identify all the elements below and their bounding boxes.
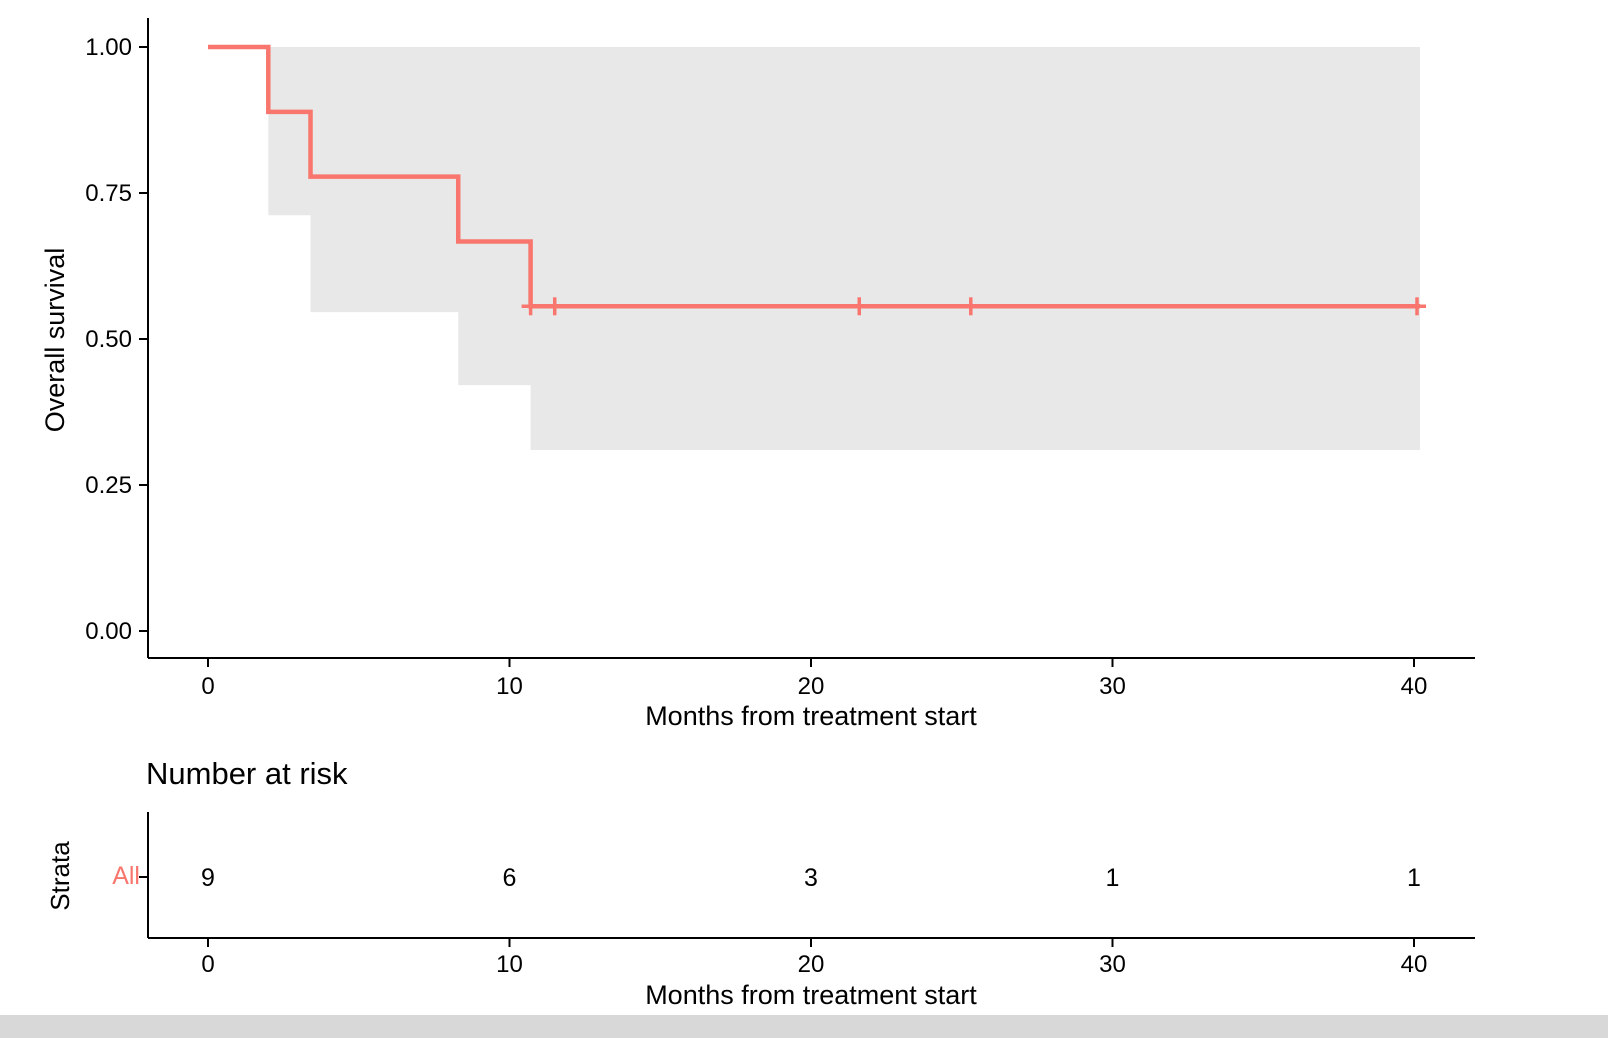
- window-bottom-edge: [0, 1015, 1608, 1038]
- x-tick-label: 0: [201, 673, 214, 700]
- km-step-line: [208, 44, 1421, 309]
- risk-x-tick-label: 10: [496, 951, 523, 978]
- risk-count: 1: [1106, 864, 1120, 892]
- y-tick-label: 0.25: [85, 472, 132, 499]
- risk-x-tick-label: 40: [1401, 951, 1428, 978]
- x-tick-label: 30: [1099, 673, 1126, 700]
- y-tick-label: 0.50: [85, 326, 132, 353]
- risk-table-title: Number at risk: [146, 756, 348, 791]
- risk-x-tick-label: 20: [798, 951, 825, 978]
- risk-count: 6: [503, 864, 517, 892]
- strata-label-all: All: [112, 862, 140, 890]
- x-tick-label: 20: [798, 673, 825, 700]
- risk-count: 1: [1407, 864, 1421, 892]
- confidence-band: [268, 47, 1421, 450]
- y-axis-title: Overall survival: [40, 247, 70, 433]
- y-tick-label: 1.00: [85, 34, 132, 61]
- x-tick-label: 10: [496, 673, 523, 700]
- risk-x-tick-label: 30: [1099, 951, 1126, 978]
- y-tick-label: 0.75: [85, 180, 132, 207]
- risk-count: 9: [201, 864, 215, 892]
- risk-x-tick-label: 0: [201, 951, 214, 978]
- risk-count: 3: [804, 864, 818, 892]
- risk-x-axis-title: Months from treatment start: [645, 980, 977, 1010]
- x-axis-title: Months from treatment start: [645, 701, 977, 731]
- y-tick-label: 0.00: [85, 618, 132, 645]
- x-tick-label: 40: [1401, 673, 1428, 700]
